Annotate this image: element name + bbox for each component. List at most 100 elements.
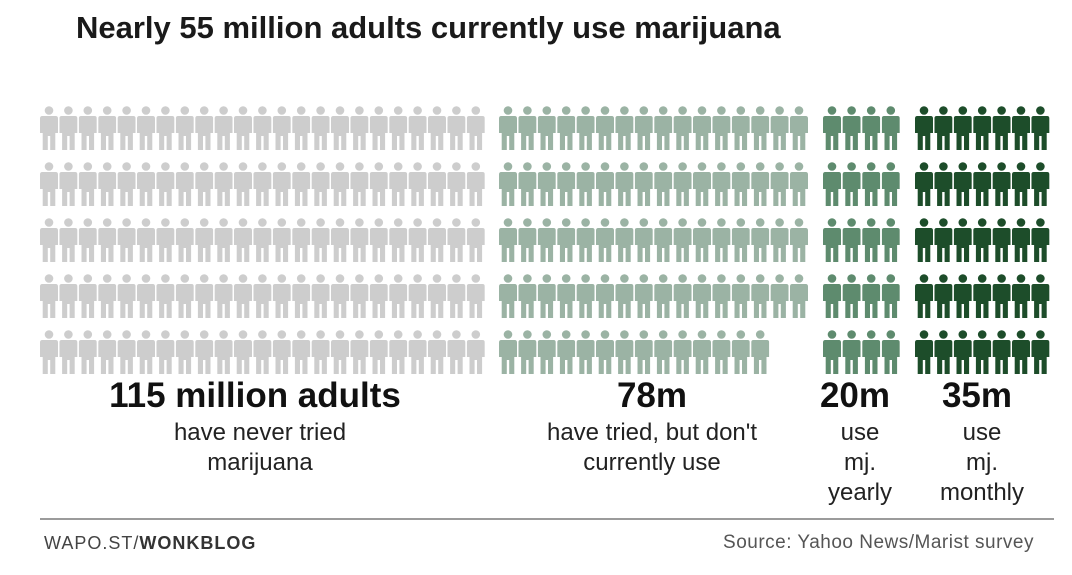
person-icon: [654, 330, 673, 374]
person-icon: [881, 218, 900, 262]
person-icon: [1012, 218, 1030, 262]
person-icon: [175, 162, 194, 206]
person-icon: [408, 330, 427, 374]
person-icon: [654, 274, 673, 318]
person-icon: [654, 162, 673, 206]
person-icon: [790, 106, 808, 150]
person-icon: [311, 274, 330, 318]
person-icon: [272, 274, 291, 318]
wonkblog-link[interactable]: WAPO.ST/WONKBLOG: [44, 533, 256, 554]
person-icon: [557, 330, 576, 374]
person-icon: [59, 162, 78, 206]
brand-name: WONKBLOG: [139, 533, 257, 553]
person-icon: [350, 218, 369, 262]
person-icon: [751, 330, 770, 374]
person-icon: [790, 162, 808, 206]
person-icon: [156, 330, 175, 374]
person-icon: [934, 218, 953, 262]
person-icon: [973, 218, 992, 262]
person-icon: [331, 274, 349, 318]
person-icon: [673, 330, 692, 374]
person-icon: [499, 106, 517, 150]
person-icon: [117, 218, 136, 262]
icon-group-0: [40, 106, 485, 374]
person-icon: [292, 330, 311, 374]
person-icon: [842, 330, 861, 374]
person-icon: [673, 106, 692, 150]
person-icon: [934, 162, 953, 206]
person-icon: [693, 218, 711, 262]
person-icon: [466, 162, 485, 206]
person-icon: [40, 162, 58, 206]
person-icon: [234, 330, 252, 374]
person-icon: [253, 274, 272, 318]
person-icon: [137, 162, 155, 206]
person-icon: [881, 274, 900, 318]
person-icon: [331, 218, 349, 262]
person-icon: [934, 274, 953, 318]
person-icon: [973, 162, 992, 206]
person-icon: [731, 106, 750, 150]
person-icon: [1031, 162, 1050, 206]
person-icon: [557, 162, 576, 206]
person-icon: [98, 106, 117, 150]
person-icon: [447, 162, 466, 206]
icon-group-2: [823, 106, 900, 374]
person-icon: [234, 218, 252, 262]
person-icon: [350, 162, 369, 206]
person-icon: [1012, 274, 1030, 318]
person-icon: [634, 106, 653, 150]
person-icon: [673, 162, 692, 206]
person-icon: [408, 274, 427, 318]
person-icon: [408, 218, 427, 262]
person-icon: [731, 274, 750, 318]
chart-title: Nearly 55 million adults currently use m…: [76, 10, 781, 45]
person-icon: [311, 218, 330, 262]
person-icon: [751, 162, 770, 206]
person-icon: [770, 106, 789, 150]
person-icon: [466, 330, 485, 374]
person-icon: [499, 218, 517, 262]
person-icon: [369, 162, 388, 206]
person-icon: [915, 330, 933, 374]
person-icon: [634, 330, 653, 374]
group-description-yearly: use mj. yearly: [827, 419, 893, 506]
person-icon: [615, 218, 634, 262]
person-icon: [615, 330, 634, 374]
person-icon: [518, 162, 537, 206]
person-icon: [389, 162, 408, 206]
person-icon: [1031, 106, 1050, 150]
person-icon: [234, 274, 252, 318]
icon-group-1: [499, 106, 808, 374]
group-description-never-tried: have never tried marijuana: [173, 419, 347, 476]
person-icon: [712, 274, 731, 318]
person-icon: [311, 106, 330, 150]
person-icon: [823, 274, 841, 318]
person-icon: [842, 106, 861, 150]
person-icon: [98, 274, 117, 318]
person-icon: [712, 106, 731, 150]
person-icon: [823, 106, 841, 150]
person-icon: [59, 106, 78, 150]
person-icon: [576, 274, 595, 318]
person-icon: [881, 330, 900, 374]
person-icon: [1012, 330, 1030, 374]
person-icon: [350, 106, 369, 150]
person-icon: [311, 330, 330, 374]
person-icon: [40, 274, 58, 318]
person-icon: [214, 106, 233, 150]
person-icon: [195, 218, 214, 262]
person-icon: [137, 274, 155, 318]
person-icon: [156, 274, 175, 318]
person-icon: [311, 162, 330, 206]
group-description-monthly: use mj. monthly: [939, 419, 1025, 506]
person-icon: [842, 218, 861, 262]
person-icon: [292, 106, 311, 150]
person-icon: [862, 218, 881, 262]
person-icon: [654, 218, 673, 262]
person-icon: [253, 218, 272, 262]
person-icon: [634, 162, 653, 206]
person-icon: [712, 218, 731, 262]
person-icon: [466, 106, 485, 150]
